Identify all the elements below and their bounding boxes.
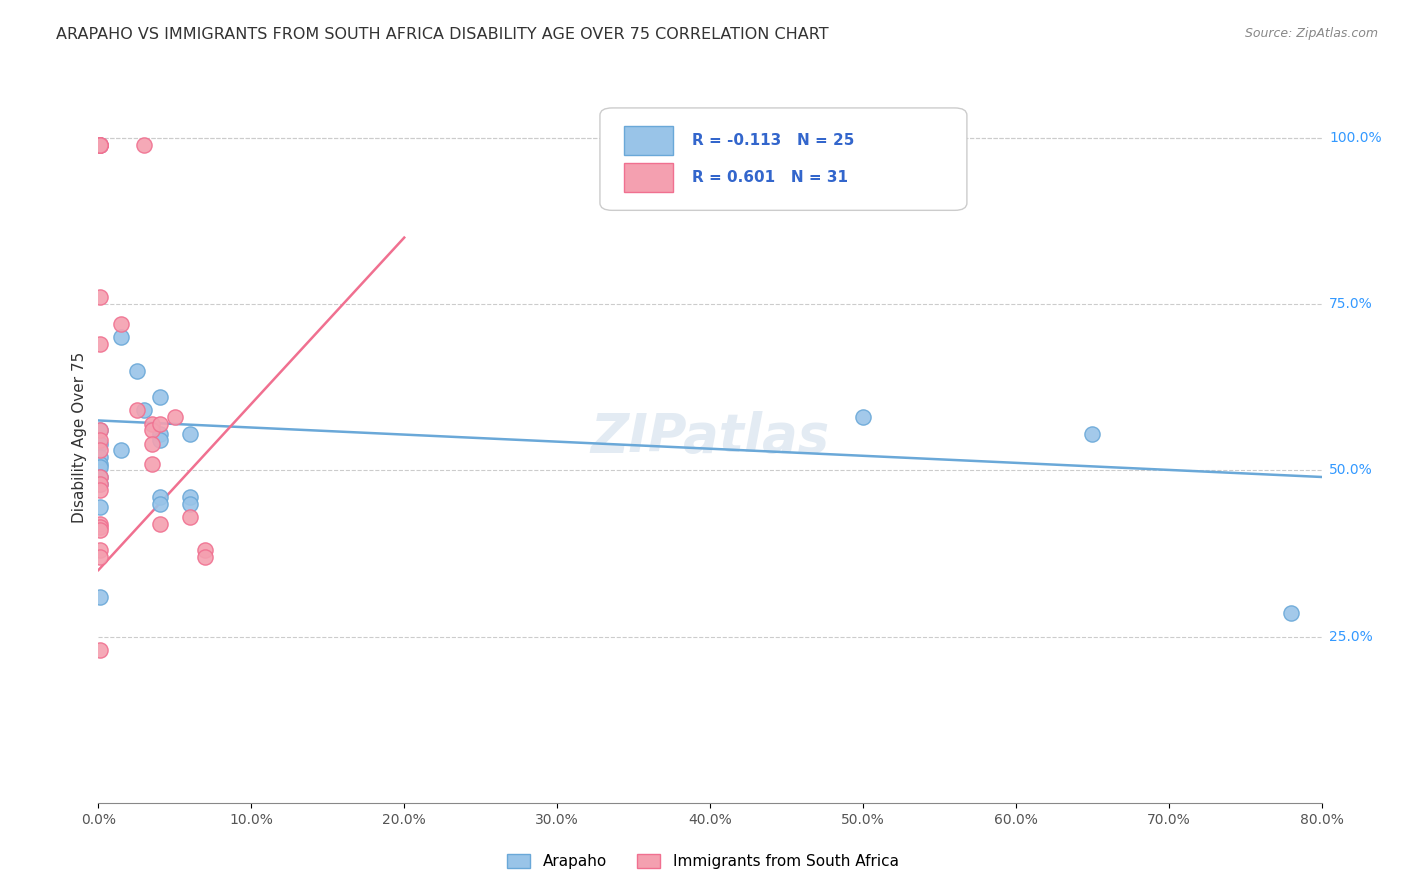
Point [89, 520, 111, 534]
Point [134, 137, 156, 152]
Point [89, 424, 111, 438]
Point [149, 497, 172, 511]
Point [89, 137, 111, 152]
Point [89, 460, 111, 475]
Bar [624, 126, 673, 155]
Point [89, 543, 111, 558]
Point [89, 424, 111, 438]
Point [125, 403, 148, 417]
Point [89, 483, 111, 498]
Point [194, 543, 217, 558]
Point [179, 426, 201, 441]
Point [179, 490, 201, 504]
Point [89, 476, 111, 491]
Point [141, 417, 163, 431]
Point [89, 434, 111, 448]
Y-axis label: Disability Age Over 75: Disability Age Over 75 [72, 351, 87, 523]
Point [89, 137, 111, 152]
Point [89, 643, 111, 657]
Legend: Arapaho, Immigrants from South Africa: Arapaho, Immigrants from South Africa [502, 848, 904, 875]
Point [89, 470, 111, 484]
Bar [624, 162, 673, 192]
Point [89, 516, 111, 531]
Text: R = 0.601   N = 31: R = 0.601 N = 31 [692, 169, 848, 185]
Point [163, 410, 186, 425]
Point [149, 434, 172, 448]
Point [134, 403, 156, 417]
Point [110, 443, 132, 458]
Point [89, 523, 111, 537]
Point [141, 457, 163, 471]
Point [852, 410, 875, 425]
Point [89, 137, 111, 152]
Point [89, 450, 111, 464]
Point [149, 417, 172, 431]
Point [141, 436, 163, 450]
Point [89, 137, 111, 152]
Point [89, 476, 111, 491]
Text: 75.0%: 75.0% [1329, 297, 1374, 311]
Point [89, 436, 111, 450]
Point [89, 457, 111, 471]
Point [149, 490, 172, 504]
Point [89, 443, 111, 458]
Point [89, 290, 111, 304]
Point [89, 590, 111, 604]
Point [194, 549, 217, 564]
Point [125, 363, 148, 377]
Text: ARAPAHO VS IMMIGRANTS FROM SOUTH AFRICA DISABILITY AGE OVER 75 CORRELATION CHART: ARAPAHO VS IMMIGRANTS FROM SOUTH AFRICA … [56, 27, 830, 42]
Point [1279, 607, 1302, 621]
Point [149, 426, 172, 441]
Point [110, 330, 132, 344]
Point [179, 497, 201, 511]
Point [141, 424, 163, 438]
Text: R = -0.113   N = 25: R = -0.113 N = 25 [692, 133, 853, 148]
Point [89, 500, 111, 514]
Text: 25.0%: 25.0% [1329, 630, 1374, 643]
Point [89, 137, 111, 152]
Point [1081, 426, 1104, 441]
Text: 50.0%: 50.0% [1329, 463, 1374, 477]
Point [110, 317, 132, 331]
Point [149, 516, 172, 531]
Point [89, 470, 111, 484]
Text: 100.0%: 100.0% [1329, 131, 1382, 145]
Point [179, 509, 201, 524]
Point [89, 549, 111, 564]
FancyBboxPatch shape [600, 108, 967, 211]
Text: Source: ZipAtlas.com: Source: ZipAtlas.com [1244, 27, 1378, 40]
Text: ZIPatlas: ZIPatlas [591, 411, 830, 463]
Point [149, 390, 172, 404]
Point [89, 337, 111, 351]
